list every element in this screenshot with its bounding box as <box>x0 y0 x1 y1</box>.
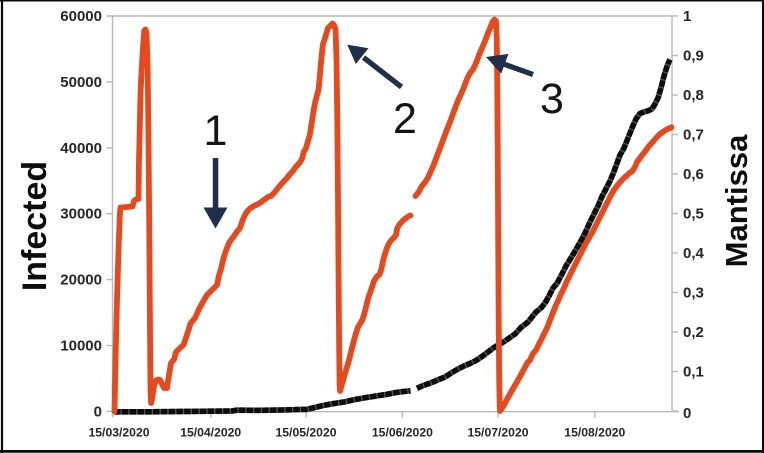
svg-text:10000: 10000 <box>60 338 102 355</box>
svg-text:20000: 20000 <box>60 272 102 289</box>
svg-text:0,7: 0,7 <box>683 127 704 144</box>
svg-text:0,8: 0,8 <box>683 87 704 104</box>
svg-text:0,4: 0,4 <box>683 245 705 262</box>
svg-text:15/05/2020: 15/05/2020 <box>276 426 337 440</box>
svg-text:15/03/2020: 15/03/2020 <box>89 426 150 440</box>
svg-text:0,1: 0,1 <box>683 364 704 381</box>
svg-text:3: 3 <box>540 75 564 123</box>
svg-text:0,9: 0,9 <box>683 48 704 65</box>
svg-text:15/08/2020: 15/08/2020 <box>564 426 625 440</box>
svg-text:15/06/2020: 15/06/2020 <box>372 426 433 440</box>
svg-text:0,2: 0,2 <box>683 324 704 341</box>
svg-text:1: 1 <box>204 107 228 155</box>
svg-text:0,5: 0,5 <box>683 206 704 223</box>
svg-text:Mantissa: Mantissa <box>719 134 754 267</box>
svg-text:30000: 30000 <box>60 206 102 223</box>
svg-text:40000: 40000 <box>60 140 102 157</box>
svg-text:0,6: 0,6 <box>683 166 704 183</box>
svg-text:0,3: 0,3 <box>683 285 704 302</box>
svg-text:60000: 60000 <box>60 8 102 25</box>
svg-text:15/07/2020: 15/07/2020 <box>468 426 529 440</box>
svg-text:50000: 50000 <box>60 74 102 91</box>
svg-text:1: 1 <box>683 8 691 25</box>
svg-text:2: 2 <box>393 95 417 143</box>
svg-text:Infected: Infected <box>16 161 54 291</box>
svg-text:15/04/2020: 15/04/2020 <box>180 426 241 440</box>
svg-text:0: 0 <box>94 403 102 420</box>
svg-text:0: 0 <box>683 405 691 422</box>
